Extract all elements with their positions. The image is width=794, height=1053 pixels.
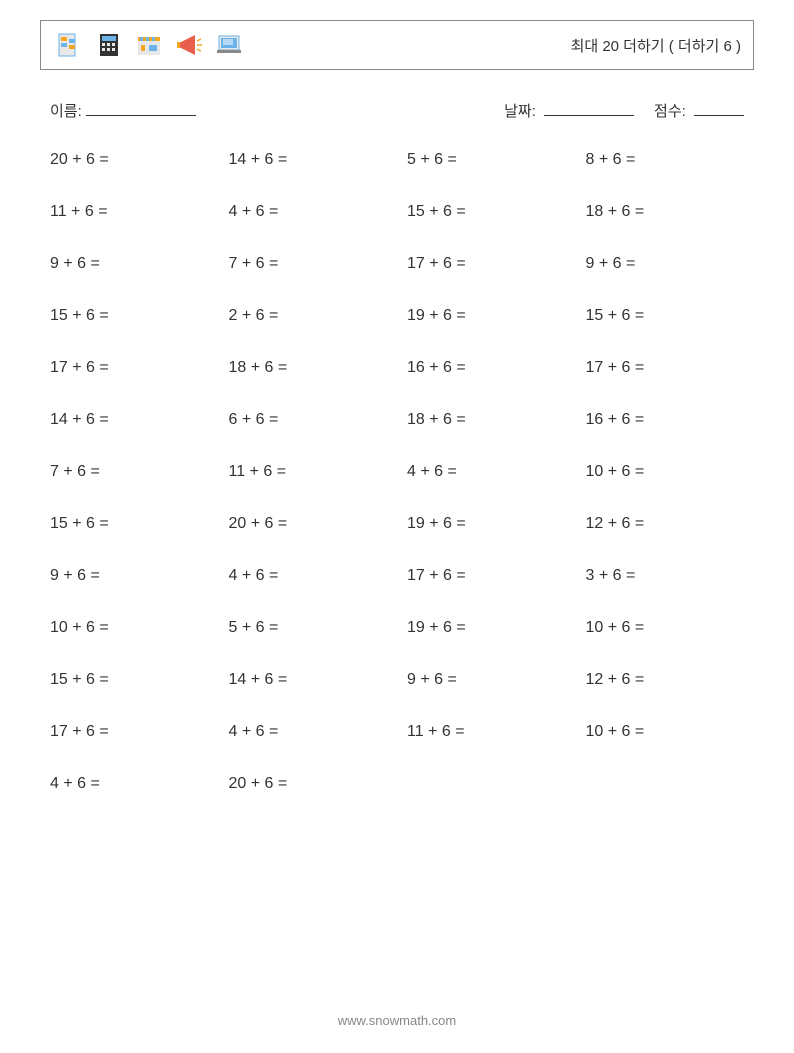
problem-item: 14 + 6 =	[229, 151, 388, 169]
problem-item: 3 + 6 =	[586, 567, 745, 585]
problem-item: 15 + 6 =	[50, 515, 209, 533]
problem-item: 2 + 6 =	[229, 307, 388, 325]
date-label: 날짜:	[504, 103, 536, 120]
problem-item: 19 + 6 =	[407, 619, 566, 637]
name-blank[interactable]	[86, 115, 196, 116]
card-icon	[53, 29, 85, 61]
problem-item: 17 + 6 =	[407, 567, 566, 585]
score-field: 점수:	[654, 100, 744, 121]
problem-item: 11 + 6 =	[407, 723, 566, 741]
info-right: 날짜: 점수:	[504, 100, 744, 121]
problem-item: 19 + 6 =	[407, 307, 566, 325]
problem-item: 17 + 6 =	[407, 255, 566, 273]
score-label: 점수:	[654, 103, 686, 120]
problem-item: 20 + 6 =	[229, 515, 388, 533]
problem-item: 4 + 6 =	[229, 203, 388, 221]
problem-item: 7 + 6 =	[229, 255, 388, 273]
problem-item: 19 + 6 =	[407, 515, 566, 533]
info-row: 이름: 날짜: 점수:	[40, 100, 754, 121]
problem-item: 14 + 6 =	[229, 671, 388, 689]
problem-item: 10 + 6 =	[586, 723, 745, 741]
problem-item: 20 + 6 =	[229, 775, 388, 793]
problem-item: 10 + 6 =	[50, 619, 209, 637]
megaphone-icon	[173, 29, 205, 61]
problem-item: 15 + 6 =	[50, 671, 209, 689]
problem-item: 18 + 6 =	[586, 203, 745, 221]
problem-item: 10 + 6 =	[586, 619, 745, 637]
problems-grid: 20 + 6 = 14 + 6 = 5 + 6 = 8 + 6 = 11 + 6 = 4 …	[40, 151, 754, 793]
name-field: 이름:	[50, 100, 196, 121]
problem-item: 17 + 6 =	[50, 359, 209, 377]
score-blank[interactable]	[694, 115, 744, 116]
problem-item: 4 + 6 =	[229, 723, 388, 741]
problem-item: 16 + 6 =	[586, 411, 745, 429]
problem-item: 10 + 6 =	[586, 463, 745, 481]
problem-item: 20 + 6 =	[50, 151, 209, 169]
worksheet-title: 최대 20 더하기 ( 더하기 6 )	[571, 35, 741, 56]
footer: www.snowmath.com	[0, 1013, 794, 1028]
header-box: 최대 20 더하기 ( 더하기 6 )	[40, 20, 754, 70]
problem-item: 15 + 6 =	[407, 203, 566, 221]
problem-item: 5 + 6 =	[407, 151, 566, 169]
problem-item: 4 + 6 =	[407, 463, 566, 481]
problem-item: 4 + 6 =	[50, 775, 209, 793]
problem-item: 9 + 6 =	[50, 255, 209, 273]
problem-item: 17 + 6 =	[586, 359, 745, 377]
problem-item: 15 + 6 =	[586, 307, 745, 325]
problem-item: 9 + 6 =	[407, 671, 566, 689]
problem-item: 18 + 6 =	[229, 359, 388, 377]
problem-item: 12 + 6 =	[586, 671, 745, 689]
problem-item: 8 + 6 =	[586, 151, 745, 169]
date-blank[interactable]	[544, 115, 634, 116]
problem-item: 16 + 6 =	[407, 359, 566, 377]
problem-item: 14 + 6 =	[50, 411, 209, 429]
problem-item: 11 + 6 =	[50, 203, 209, 221]
problem-item: 9 + 6 =	[50, 567, 209, 585]
problem-item: 9 + 6 =	[586, 255, 745, 273]
problem-item: 5 + 6 =	[229, 619, 388, 637]
name-label: 이름:	[50, 100, 82, 121]
problem-item: 17 + 6 =	[50, 723, 209, 741]
calculator-icon	[93, 29, 125, 61]
problem-item: 6 + 6 =	[229, 411, 388, 429]
laptop-icon	[213, 29, 245, 61]
problem-item: 15 + 6 =	[50, 307, 209, 325]
store-icon	[133, 29, 165, 61]
footer-text: www.snowmath.com	[338, 1013, 456, 1028]
date-field: 날짜:	[504, 100, 634, 121]
icon-row	[53, 29, 245, 61]
problem-item: 7 + 6 =	[50, 463, 209, 481]
problem-item: 12 + 6 =	[586, 515, 745, 533]
problem-item: 11 + 6 =	[229, 463, 388, 481]
problem-item: 18 + 6 =	[407, 411, 566, 429]
problem-item: 4 + 6 =	[229, 567, 388, 585]
